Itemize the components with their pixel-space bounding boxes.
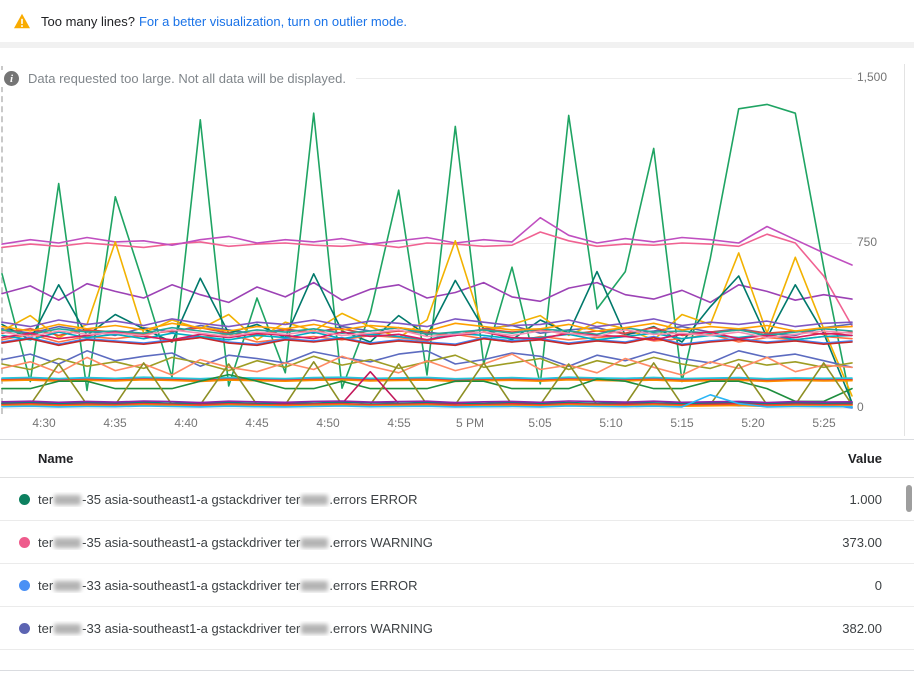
series-value: 373.00 [842, 534, 882, 550]
x-axis-label: 4:35 [103, 416, 127, 430]
plot-left-dashed-edge [1, 66, 3, 414]
y-axis-label-750: 750 [857, 235, 878, 249]
chart-line [1, 335, 853, 346]
chart-line [1, 103, 853, 409]
chart-line [1, 378, 853, 382]
chart-line [1, 376, 853, 380]
redacted-text [301, 623, 329, 634]
series-name-part: -35 asia-southeast1-a gstackdriver ter [82, 491, 301, 507]
series-name-part: .errors WARNING [329, 620, 433, 636]
redacted-text [301, 494, 329, 505]
chart-line [1, 331, 853, 341]
chart-line [1, 393, 853, 408]
x-axis-label: 4:55 [387, 416, 411, 430]
y-axis-label-0: 0 [857, 400, 864, 414]
series-name-part: .errors ERROR [329, 491, 418, 507]
gridline-0 [2, 408, 852, 409]
outlier-mode-link[interactable]: For a better visualization, turn on outl… [138, 13, 408, 29]
chart-line [1, 354, 853, 372]
series-color-dot [19, 493, 30, 505]
chart-line [1, 329, 853, 339]
warning-banner: Too many lines? For a better visualizati… [0, 0, 914, 42]
series-name-part: .errors ERROR [329, 577, 418, 593]
table-row-partial [0, 650, 914, 671]
series-value: 382.00 [842, 620, 882, 636]
table-row[interactable]: ter -33 asia-southeast1-a gstackdriver te… [0, 607, 914, 650]
x-axis-label: 4:30 [32, 416, 56, 430]
series-name: ter -35 asia-southeast1-a gstackdriver te… [38, 492, 849, 507]
chart-line [1, 216, 853, 266]
line-chart[interactable] [1, 78, 853, 409]
redacted-text [301, 537, 329, 548]
x-axis-label: 5:10 [599, 416, 623, 430]
x-axis-label: 5:25 [812, 416, 836, 430]
chart-line [1, 349, 853, 369]
series-name: ter -35 asia-southeast1-a gstackdriver te… [38, 535, 842, 550]
chart-line [1, 231, 853, 327]
series-color-dot [19, 579, 30, 591]
section-divider [0, 42, 914, 48]
series-name-part: ter [38, 577, 54, 593]
table-row[interactable]: ter -35 asia-southeast1-a gstackdriver te… [0, 521, 914, 564]
chart-line [1, 281, 853, 304]
chart-line [1, 322, 853, 332]
redacted-text [54, 623, 82, 634]
table-row[interactable]: ter -33 asia-southeast1-a gstackdriver te… [0, 564, 914, 607]
series-name: ter -33 asia-southeast1-a gstackdriver te… [38, 578, 875, 593]
chart-line [1, 402, 853, 406]
series-color-dot [19, 622, 30, 634]
chart-line [1, 400, 853, 404]
series-name-part: -33 asia-southeast1-a gstackdriver ter [82, 577, 301, 593]
chart-line [1, 336, 853, 347]
info-icon: i [4, 71, 19, 86]
x-axis-label: 5:20 [741, 416, 765, 430]
x-axis-label: 4:40 [174, 416, 198, 430]
name-column-header: Name [38, 451, 74, 466]
redacted-text [301, 580, 329, 591]
notice-text: Data requested too large. Not all data w… [28, 71, 346, 86]
redacted-text [54, 537, 82, 548]
warning-icon [14, 13, 30, 29]
chart-panel: i Data requested too large. Not all data… [0, 48, 914, 440]
redacted-text [54, 580, 82, 591]
data-truncation-notice: i Data requested too large. Not all data… [0, 70, 356, 87]
x-axis-label: 5 PM [455, 416, 484, 430]
series-color-dot [19, 536, 30, 548]
table-scrollbar[interactable] [906, 485, 912, 512]
chart-line [1, 270, 853, 404]
series-name-part: -33 asia-southeast1-a gstackdriver ter [82, 620, 301, 636]
series-name: ter -33 asia-southeast1-a gstackdriver te… [38, 621, 842, 636]
series-name-part: ter [38, 620, 54, 636]
x-axis-label: 5:05 [528, 416, 552, 430]
x-axis-label: 4:50 [316, 416, 340, 430]
gridline-1500 [2, 78, 852, 79]
table-row[interactable]: ter -35 asia-southeast1-a gstackdriver te… [0, 478, 914, 521]
series-value: 1.000 [849, 491, 882, 507]
chart-line [1, 373, 853, 403]
series-name-part: -35 asia-southeast1-a gstackdriver ter [82, 534, 301, 550]
value-column-header: Value [848, 451, 882, 466]
series-name-part: .errors WARNING [329, 534, 433, 550]
chart-line [1, 326, 853, 337]
chart-line [1, 318, 853, 328]
series-value: 0 [874, 577, 882, 593]
redacted-text [54, 494, 82, 505]
x-axis-label: 4:45 [245, 416, 269, 430]
chart-line [1, 404, 853, 408]
banner-text: Too many lines? [41, 13, 135, 29]
x-axis-label: 5:15 [670, 416, 694, 430]
chart-line [1, 401, 853, 405]
plot-right-border [904, 64, 905, 436]
legend-table-header: Name Value [0, 440, 914, 478]
y-axis-label-1500: 1,500 [857, 70, 888, 84]
legend-table: Name Value ter -35 asia-southeast1-a gsta… [0, 440, 914, 671]
series-name-part: ter [38, 534, 54, 550]
series-name-part: ter [38, 491, 54, 507]
